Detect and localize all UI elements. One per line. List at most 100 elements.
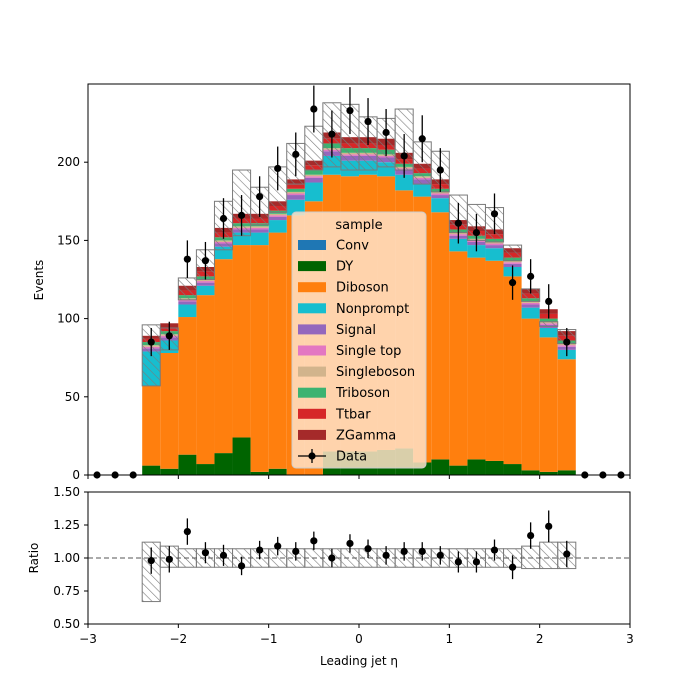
data-point-3 <box>147 338 155 346</box>
ratio-point-11 <box>346 539 354 548</box>
data-point-20 <box>454 219 462 227</box>
legend-swatch-0 <box>298 240 326 250</box>
bar-dy-6 <box>196 464 215 475</box>
bar-dy-9 <box>250 471 269 475</box>
ratio-point-10 <box>328 554 336 562</box>
bar-singleboson-9 <box>250 226 269 228</box>
bar-nonprompt-17 <box>395 174 414 191</box>
bar-nonprompt-10 <box>268 220 287 233</box>
bar-dy-5 <box>178 454 197 475</box>
x-axis-ticks <box>87 475 631 479</box>
data-point-26 <box>563 338 571 346</box>
data-point-14 <box>346 106 354 115</box>
bar-nonprompt-18 <box>413 184 432 197</box>
bar-nonprompt-5 <box>178 304 197 318</box>
bar-nonprompt-24 <box>521 307 540 319</box>
data-point-6 <box>201 257 210 265</box>
legend-label-8: Ttbar <box>335 407 371 422</box>
ratio-panel: 0.50 0.75 1.00 1.25 1.50 −3 −2 −1 0 1 2 3 Ratio Le… <box>27 485 634 668</box>
bar-signal-11 <box>286 195 305 200</box>
ratio-point-9 <box>310 537 318 545</box>
legend-data-marker <box>308 452 316 460</box>
bar-diboson-8 <box>232 245 251 438</box>
bar-diboson-4 <box>160 353 179 469</box>
bar-single-top-19 <box>431 193 450 196</box>
ratio-y-tick-label-1: 0.75 <box>53 584 80 598</box>
bar-dy-19 <box>431 459 450 475</box>
ratio-point-20 <box>508 563 517 571</box>
data-point-13 <box>328 130 336 138</box>
ratio-point-21 <box>527 531 535 540</box>
data-point-12 <box>310 105 318 113</box>
ratio-y-axis-label: Ratio <box>27 543 41 574</box>
legend-label-10: Data <box>336 450 367 465</box>
bar-diboson-25 <box>539 337 558 472</box>
uncertainty-bin-5 <box>177 277 197 301</box>
bar-diboson-9 <box>250 245 269 472</box>
y-tick-label-1: 50 <box>65 390 80 404</box>
legend-swatch-5 <box>298 345 326 356</box>
data-point-21 <box>472 228 481 237</box>
legend-swatch-4 <box>298 324 326 335</box>
ratio-point-23 <box>563 550 571 558</box>
ratio-point-18 <box>472 558 481 566</box>
ratio-y-tick-label-2: 1.00 <box>53 551 80 565</box>
bar-dy-24 <box>521 470 540 475</box>
ratio-point-19 <box>490 546 499 554</box>
bar-dy-20 <box>449 465 468 475</box>
ratio-y-tick-label-0: 0.50 <box>53 617 80 631</box>
bar-signal-24 <box>521 304 540 308</box>
ratio-x-axis-ticks: −3 −2 −1 0 1 2 3 <box>79 624 634 646</box>
data-point-18 <box>418 135 426 143</box>
legend: sample Conv DY Diboson Nonprompt Signal Singl… <box>291 211 427 469</box>
bar-dy-25 <box>539 471 558 475</box>
bar-diboson-3 <box>142 385 161 466</box>
bar-nonprompt-9 <box>250 232 269 246</box>
ratio-point-4 <box>219 551 228 559</box>
data-point-4 <box>165 332 173 340</box>
ratio-point-14 <box>400 547 408 556</box>
legend-box <box>291 211 427 469</box>
bar-single-top-23 <box>503 262 522 264</box>
bar-signal-5 <box>178 301 197 305</box>
y-tick-label-2: 100 <box>57 312 80 326</box>
uncertainty-bin-23 <box>503 244 523 262</box>
bar-diboson-19 <box>431 212 450 460</box>
ratio-points <box>147 510 571 580</box>
bar-signal-19 <box>431 195 450 199</box>
data-points <box>93 85 625 479</box>
bar-triboson-11 <box>286 188 305 192</box>
ratio-point-22 <box>545 522 553 530</box>
y-axis-label: Events <box>32 260 46 301</box>
ratio-band-bin-21 <box>521 545 541 570</box>
bar-diboson-24 <box>521 318 540 471</box>
legend-label-7: Triboson <box>335 386 390 401</box>
ratio-point-13 <box>382 551 390 559</box>
bar-nonprompt-22 <box>485 248 504 261</box>
data-point-19 <box>436 166 444 174</box>
x-tick-label-2: −1 <box>260 632 278 646</box>
data-point-11 <box>292 150 300 158</box>
bar-diboson-6 <box>196 295 215 465</box>
legend-label-2: Diboson <box>336 281 389 296</box>
bar-single-top-9 <box>250 227 269 230</box>
bar-diboson-23 <box>503 276 522 465</box>
bar-triboson-12 <box>304 170 323 175</box>
bar-singleboson-10 <box>268 213 287 216</box>
uncertainty-bin-25 <box>539 321 559 327</box>
data-point-22 <box>490 210 499 218</box>
bar-nonprompt-6 <box>196 285 215 296</box>
bar-dy-8 <box>232 437 251 475</box>
bar-single-top-10 <box>268 215 287 217</box>
bar-diboson-22 <box>485 260 504 461</box>
bar-singleboson-6 <box>196 279 215 282</box>
ratio-point-0 <box>147 557 155 565</box>
ratio-point-7 <box>274 542 282 550</box>
x-tick-label-0: −3 <box>79 632 97 646</box>
x-axis-label: Leading jet η <box>320 654 398 668</box>
legend-label-6: Singleboson <box>336 365 415 380</box>
ratio-point-16 <box>436 551 444 559</box>
ratio-point-15 <box>418 547 426 556</box>
bar-dy-10 <box>268 468 287 475</box>
